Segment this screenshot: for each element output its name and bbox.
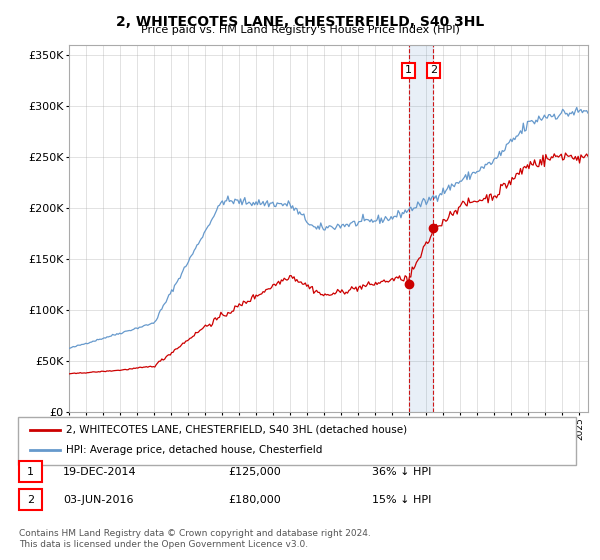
Text: 19-DEC-2014: 19-DEC-2014 [63, 466, 137, 477]
Text: £180,000: £180,000 [228, 494, 281, 505]
Text: 03-JUN-2016: 03-JUN-2016 [63, 494, 133, 505]
Text: Contains HM Land Registry data © Crown copyright and database right 2024.
This d: Contains HM Land Registry data © Crown c… [19, 529, 371, 549]
Text: 36% ↓ HPI: 36% ↓ HPI [372, 466, 431, 477]
Text: HPI: Average price, detached house, Chesterfield: HPI: Average price, detached house, Ches… [66, 445, 322, 455]
Text: 1: 1 [405, 66, 412, 76]
Text: 2: 2 [27, 494, 34, 505]
Text: 1: 1 [27, 466, 34, 477]
Text: 2, WHITECOTES LANE, CHESTERFIELD, S40 3HL (detached house): 2, WHITECOTES LANE, CHESTERFIELD, S40 3H… [66, 424, 407, 435]
Text: 2, WHITECOTES LANE, CHESTERFIELD, S40 3HL: 2, WHITECOTES LANE, CHESTERFIELD, S40 3H… [116, 15, 484, 29]
Text: 15% ↓ HPI: 15% ↓ HPI [372, 494, 431, 505]
Text: Price paid vs. HM Land Registry's House Price Index (HPI): Price paid vs. HM Land Registry's House … [140, 25, 460, 35]
Bar [409, 45, 433, 412]
Text: 2: 2 [430, 66, 437, 76]
Text: £125,000: £125,000 [228, 466, 281, 477]
